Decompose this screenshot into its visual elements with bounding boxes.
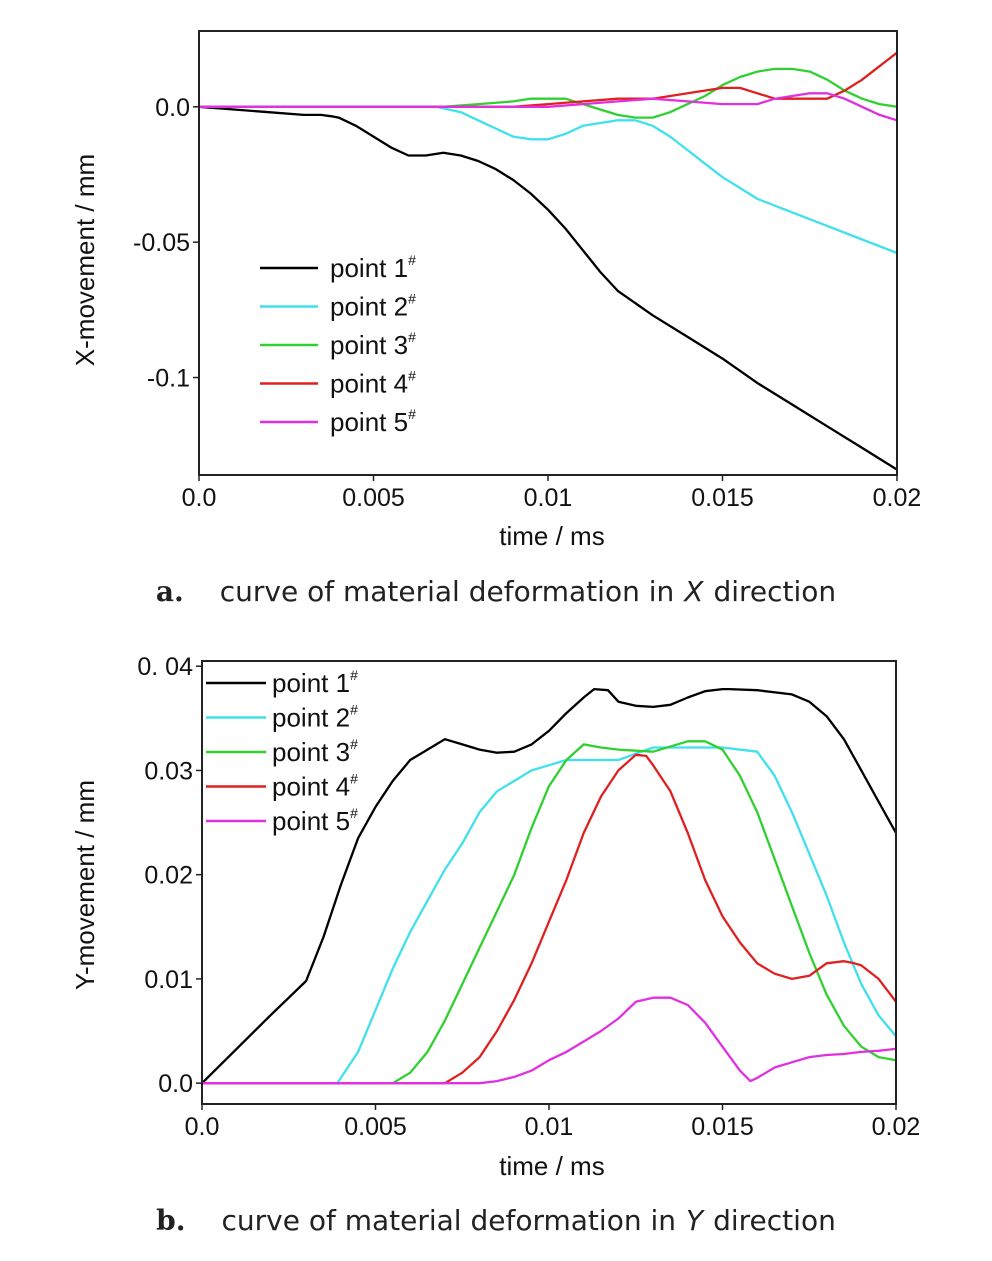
chart-a-series-line-point-3 [199,67,898,119]
chart-b-y-tick-label: 0. 04 [137,653,193,681]
chart-a-series-line-point-2 [199,105,898,255]
chart-b-series [201,687,898,1085]
chart-a-x-tick-label: 0.02 [873,484,922,512]
chart-b-x-tick-label: 0.015 [691,1113,754,1141]
chart-b-caption-suffix: direction [713,1204,836,1237]
chart-a-legend-entry: point 4# [330,368,416,399]
chart-b-legend: point 1# point 2#point 3# point 4#point 5# [206,667,358,836]
chart-a-legend-entry: point 5# [330,406,416,437]
chart-a-caption-text: curve of material deformation in [220,575,675,608]
chart-b-caption-letter: b. [156,1204,185,1237]
chart-a-x-tick-label: 0.01 [524,484,573,512]
chart-a-x-axis-label: time / ms [499,521,604,551]
chart-a: 0.0 0.005 0.01 0.015 0.02 0.0 -0.05 -0.1 time … [70,30,922,608]
chart-a-x-tick-label: 0.015 [691,484,754,512]
chart-b-y-tick-label: 0.02 [144,862,193,890]
chart-b-y-axis-label: Y-movement / mm [70,780,100,990]
chart-b: 0.0 0.005 0.01 0.015 0.02 0.0 0.01 0.02 0.03 0. … [70,653,920,1237]
chart-b-series-line-point-4 [202,753,897,1085]
chart-a-series [198,51,898,471]
chart-b-x-axis-label: time / ms [499,1151,604,1181]
chart-a-series-line-point-5 [199,92,898,122]
chart-a-x-tick-label: 0.0 [182,484,217,512]
chart-a-y-tick-label: -0.05 [133,229,190,257]
chart-b-x-tick-label: 0.01 [525,1113,574,1141]
chart-b-series-line-point-5 [202,996,897,1085]
chart-b-legend-entry: point 5# [272,805,358,836]
chart-a-legend-entry: point 2# [330,291,416,322]
chart-a-series-line-point-1 [198,105,898,471]
chart-a-caption-letter: a. [156,575,184,608]
chart-b-series-line-point-3 [202,740,897,1085]
chart-a-x-ticks: 0.0 0.005 0.01 0.015 0.02 [182,475,922,512]
chart-b-y-ticks: 0.0 0.01 0.02 0.03 0. 04 [137,653,202,1098]
chart-b-y-tick-label: 0.0 [158,1070,193,1098]
chart-a-y-ticks: 0.0 -0.05 -0.1 [133,94,199,393]
chart-b-caption-axis: Y [686,1204,705,1237]
chart-b-series-line-point-1 [201,687,898,1085]
chart-a-legend-entry: point 1# [330,252,416,283]
chart-b-x-ticks: 0.0 0.005 0.01 0.015 0.02 [185,1104,921,1141]
chart-a-caption-axis: X [682,575,704,608]
chart-b-y-tick-label: 0.01 [144,966,193,994]
chart-a-y-tick-label: -0.1 [147,365,190,393]
chart-b-x-tick-label: 0.005 [344,1113,407,1141]
chart-a-y-tick-label: 0.0 [155,94,190,122]
chart-a-y-axis-label: X-movement / mm [70,154,100,366]
chart-a-legend: point 1# point 2# point 3# point 4# point 5# [260,252,416,437]
chart-b-legend-entry: point 4# [272,771,358,802]
chart-a-legend-entry: point 3# [330,329,416,360]
chart-b-y-tick-label: 0.03 [144,757,193,785]
chart-b-legend-entry: point 2# [272,702,358,733]
chart-b-caption-text: curve of material deformation in [221,1204,676,1237]
chart-b-x-tick-label: 0.0 [185,1113,220,1141]
chart-b-x-tick-label: 0.02 [872,1113,921,1141]
chart-a-x-tick-label: 0.005 [342,484,405,512]
chart-b-legend-entry: point 3# [272,736,358,767]
chart-a-caption-suffix: direction [713,575,836,608]
chart-b-legend-entry: point 1# [272,667,358,698]
